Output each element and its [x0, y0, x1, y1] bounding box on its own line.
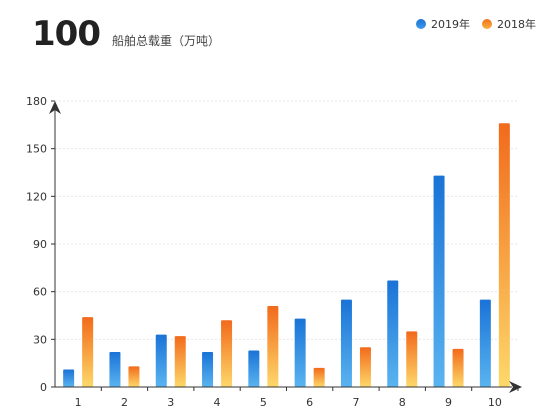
x-tick-label-1: 1 — [75, 396, 82, 409]
bar-2018-4 — [221, 320, 233, 387]
bar-2018-3 — [174, 336, 186, 387]
legend-item-2019[interactable]: 2019年 — [416, 16, 470, 32]
bar-2019-1 — [63, 369, 75, 387]
bar-2019-8 — [387, 280, 399, 387]
bar-2019-4 — [202, 352, 214, 387]
legend-dot-2019 — [416, 19, 426, 29]
total-value: 100 — [32, 14, 101, 54]
legend-item-2018[interactable]: 2018年 — [482, 16, 536, 32]
legend-label-2019: 2019年 — [431, 18, 470, 31]
bar-2018-9 — [452, 348, 464, 387]
x-tick-label-8: 8 — [399, 396, 406, 409]
bars — [63, 123, 510, 387]
y-tick-label-150: 150 — [26, 143, 47, 156]
x-tick-label-7: 7 — [352, 396, 359, 409]
bar-2019-3 — [155, 334, 167, 387]
bar-2019-2 — [109, 352, 121, 387]
bar-2018-5 — [267, 305, 279, 387]
x-tick-label-9: 9 — [445, 396, 452, 409]
bar-2019-9 — [433, 175, 445, 387]
y-tick-label-60: 60 — [33, 286, 47, 299]
bar-2018-2 — [128, 366, 140, 387]
axes — [49, 100, 522, 393]
x-tick-label-10: 10 — [488, 396, 502, 409]
bar-2018-7 — [359, 347, 371, 387]
metric-label: 船舶总载重（万吨） — [111, 34, 220, 48]
bar-2019-7 — [340, 299, 352, 387]
legend-label-2018: 2018年 — [497, 18, 536, 31]
x-tick-label-5: 5 — [260, 396, 267, 409]
tick-labels: 0 30 60 90 120 150 180 1 2 3 4 5 6 7 8 9 10 — [26, 95, 502, 409]
grid-lines — [55, 100, 518, 340]
legend: 2019年 2018年 — [404, 16, 536, 32]
bar-2019-6 — [294, 318, 306, 387]
y-axis-arrow-icon — [49, 101, 61, 114]
x-tick-label-2: 2 — [121, 396, 128, 409]
chart-header: 100 船舶总载重（万吨） — [32, 14, 220, 54]
bar-2018-10 — [498, 123, 510, 387]
bar-2018-1 — [82, 317, 94, 387]
bar-2018-8 — [406, 331, 418, 387]
y-tick-label-120: 120 — [26, 190, 47, 203]
x-axis-arrow-icon — [509, 381, 522, 393]
x-tick-label-4: 4 — [214, 396, 221, 409]
bar-2018-6 — [313, 367, 325, 387]
x-tick-label-6: 6 — [306, 396, 313, 409]
y-tick-label-30: 30 — [33, 333, 47, 346]
bar-2019-10 — [479, 299, 491, 387]
y-tick-label-90: 90 — [33, 238, 47, 251]
legend-dot-2018 — [482, 19, 492, 29]
y-tick-label-0: 0 — [40, 381, 47, 394]
x-tick-label-3: 3 — [167, 396, 174, 409]
y-tick-label-180: 180 — [26, 95, 47, 108]
bar-2019-5 — [248, 350, 260, 387]
